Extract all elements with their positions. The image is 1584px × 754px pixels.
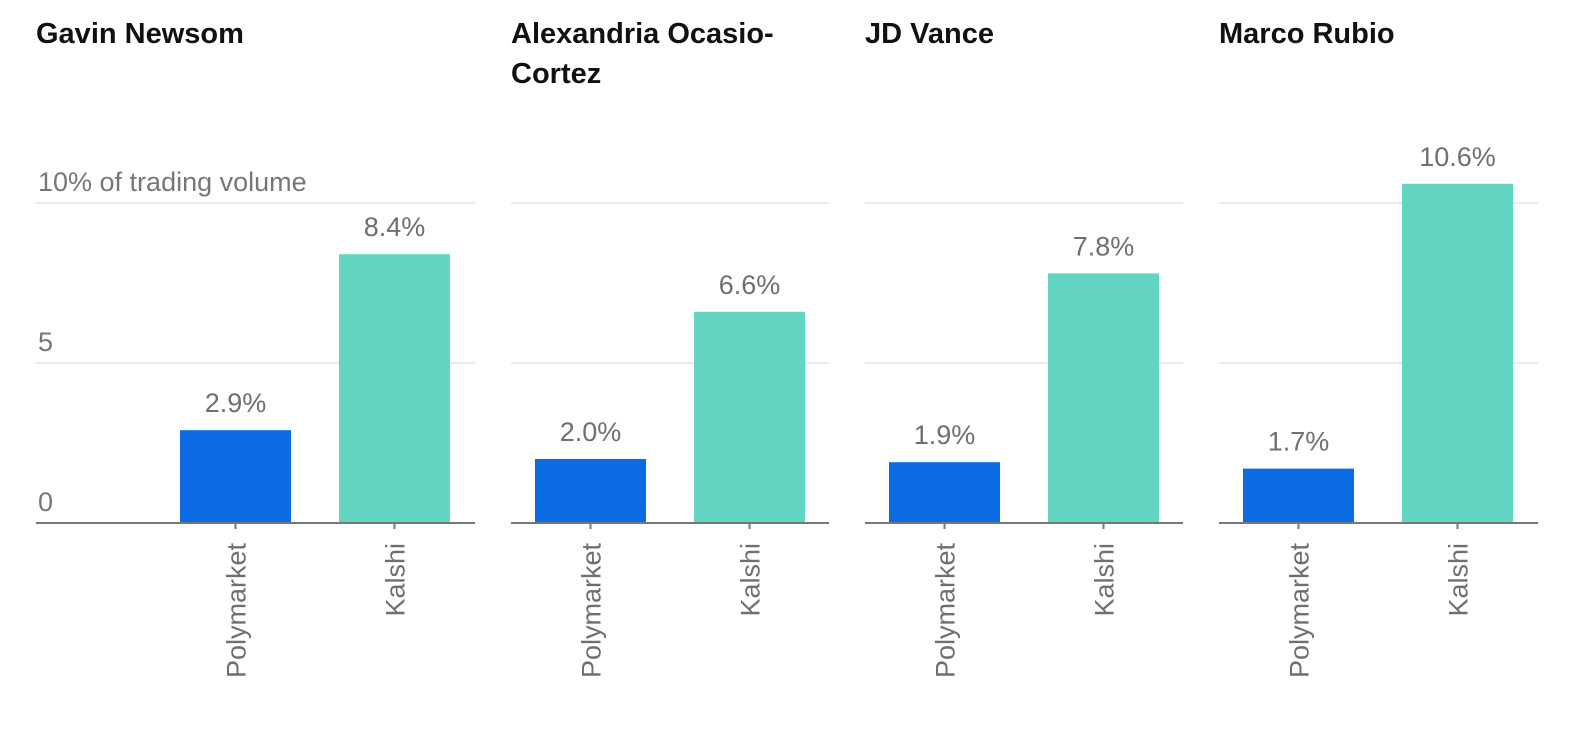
category-label-polymarket: Polymarket — [577, 543, 607, 679]
value-label-kalshi: 7.8% — [1073, 231, 1135, 261]
category-label-polymarket: Polymarket — [1285, 543, 1315, 679]
value-label-kalshi: 6.6% — [719, 270, 781, 300]
bar-kalshi — [339, 254, 450, 523]
y-tick-label-5: 5 — [38, 327, 53, 357]
bar-polymarket — [535, 459, 646, 523]
value-label-polymarket: 1.7% — [1268, 427, 1330, 457]
panel-title-3: Marco Rubio — [1219, 18, 1395, 50]
y-tick-label-10: 10% of trading volume — [38, 167, 307, 197]
category-label-kalshi: Kalshi — [381, 543, 411, 617]
value-label-polymarket: 2.9% — [205, 388, 267, 418]
bar-polymarket — [889, 462, 1000, 523]
bar-kalshi — [694, 311, 805, 523]
category-label-kalshi: Kalshi — [736, 543, 766, 617]
value-label-polymarket: 1.9% — [914, 420, 976, 450]
bar-kalshi — [1402, 183, 1513, 524]
bar-polymarket — [1243, 468, 1354, 523]
category-label-kalshi: Kalshi — [1090, 543, 1120, 617]
category-label-polymarket: Polymarket — [222, 543, 252, 679]
value-label-polymarket: 2.0% — [560, 417, 622, 447]
y-tick-label-0: 0 — [38, 487, 53, 517]
panel-title-0: Gavin Newsom — [36, 18, 244, 50]
bar-kalshi — [1048, 273, 1159, 523]
panel-title-2: JD Vance — [865, 18, 994, 50]
category-label-kalshi: Kalshi — [1444, 543, 1474, 617]
category-label-polymarket: Polymarket — [931, 543, 961, 679]
bar-polymarket — [180, 430, 291, 523]
value-label-kalshi: 8.4% — [364, 212, 426, 242]
panel-title-1: Alexandria Ocasio-Cortez — [511, 18, 774, 90]
value-label-kalshi: 10.6% — [1419, 142, 1496, 172]
